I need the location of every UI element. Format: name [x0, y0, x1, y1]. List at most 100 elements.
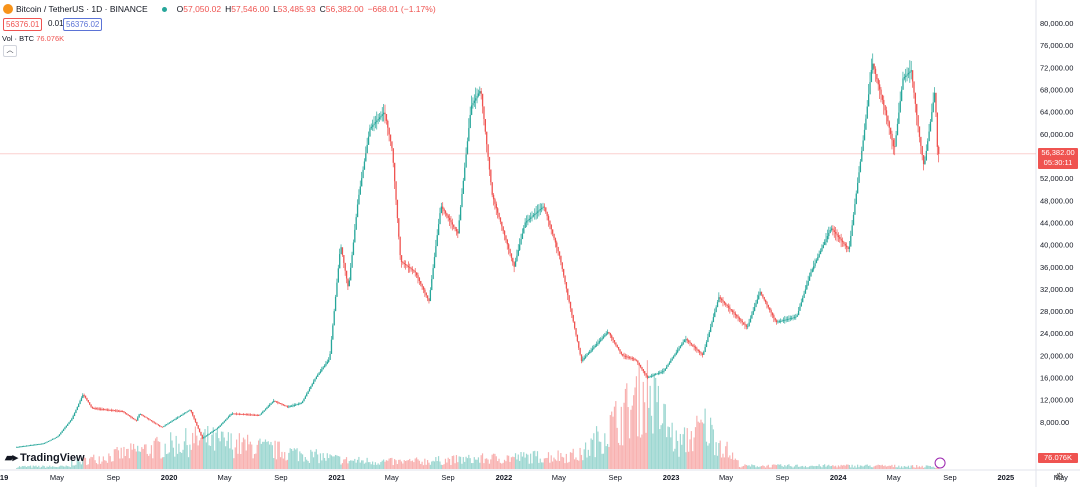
volume-bar — [715, 442, 717, 469]
volume-bar — [468, 454, 470, 469]
candle-body — [407, 266, 410, 268]
candle-body — [299, 403, 301, 405]
volume-bar — [682, 434, 684, 469]
candle-body — [308, 389, 311, 392]
volume-bar — [455, 455, 458, 469]
volume-bar — [310, 449, 312, 469]
candle-body — [90, 404, 92, 407]
volume-bar — [914, 467, 916, 469]
volume-bar — [674, 448, 676, 469]
candle-body — [624, 355, 627, 357]
candle-body — [762, 294, 764, 297]
volume-bar — [457, 462, 459, 469]
volume-bar — [532, 451, 534, 469]
volume-bar — [24, 465, 26, 469]
volume-bar — [318, 463, 320, 469]
symbol-title[interactable]: Bitcoin / TetherUS · 1D · BINANCE — [16, 4, 148, 14]
candle-body — [639, 364, 642, 367]
candle-body — [339, 254, 341, 269]
candle-body — [333, 311, 335, 326]
candle-body — [132, 417, 135, 419]
candle-body — [60, 432, 62, 435]
tradingview-logo[interactable]: ▰▸ TradingView — [5, 451, 85, 465]
volume-bar — [403, 460, 405, 469]
volume-bar — [211, 434, 213, 469]
chevron-up-icon[interactable]: ︿ — [3, 45, 17, 57]
volume-bar — [501, 463, 503, 469]
candle-body — [472, 102, 474, 106]
gear-icon[interactable]: ⚙ — [1055, 472, 1064, 483]
volume-bar — [803, 467, 805, 469]
candle-body — [137, 417, 139, 421]
volume-bar — [341, 463, 344, 469]
volume-bar — [514, 453, 517, 469]
candle-body — [484, 119, 486, 132]
candle-body — [440, 206, 443, 214]
volume-bar — [597, 431, 599, 469]
volume-bar — [483, 463, 485, 469]
volume-bar — [135, 451, 137, 469]
candle-body — [568, 295, 570, 302]
volume-bar — [49, 465, 51, 469]
candle-body — [477, 93, 480, 96]
candle-body — [369, 128, 371, 137]
candle-body — [242, 414, 245, 415]
candle-body — [76, 407, 78, 411]
candle-body — [337, 268, 339, 283]
volume-bar — [896, 467, 899, 469]
volume-bar — [170, 432, 172, 469]
candle-body — [773, 315, 775, 318]
candle-body — [200, 431, 202, 436]
volume-bar — [227, 432, 229, 469]
candle-body — [667, 364, 669, 367]
volume-bar — [796, 464, 798, 469]
volume-bar — [53, 466, 55, 469]
sell-price-button[interactable]: 56376.01 — [3, 18, 43, 31]
candle-body — [420, 280, 422, 284]
candle-body — [343, 255, 345, 263]
volume-bar — [747, 465, 749, 469]
candle-body — [859, 161, 862, 173]
candle-body — [678, 348, 680, 351]
volume-bar — [167, 453, 169, 469]
volume-bar — [259, 438, 261, 469]
candle-body — [616, 344, 618, 347]
volume-bar — [332, 456, 334, 469]
volume-bar — [400, 461, 403, 469]
candle-body — [824, 242, 826, 246]
volume-bar — [675, 430, 677, 469]
candle-body — [619, 349, 621, 352]
candle-body — [165, 424, 168, 426]
volume-bar — [624, 388, 627, 469]
buy-price-button[interactable]: 56376.02 — [63, 18, 103, 31]
candle-body — [626, 356, 628, 358]
volume-bar — [311, 451, 313, 469]
candle-body — [655, 374, 657, 376]
volume-bar — [79, 461, 81, 469]
candle-body — [105, 409, 107, 411]
volume-bar — [808, 466, 811, 469]
last-price-badge: 56,382.00 05:30:11 — [1038, 148, 1078, 169]
volume-bar — [233, 458, 235, 469]
candle-body — [464, 167, 466, 181]
volume-bar — [512, 456, 514, 469]
candle-body — [157, 424, 160, 426]
volume-bar — [87, 464, 89, 469]
volume-bar — [410, 461, 412, 469]
candle-body — [58, 434, 61, 437]
volume-bar — [448, 458, 451, 469]
volume-bar — [109, 456, 111, 469]
candle-body — [95, 408, 98, 410]
candle-body — [863, 129, 866, 141]
candle-body — [119, 410, 121, 412]
candle-body — [399, 236, 401, 256]
volume-bar — [711, 424, 713, 469]
volume-bar — [486, 458, 488, 469]
volume-bar — [571, 452, 573, 469]
candle-body — [117, 410, 120, 412]
volume-bar — [336, 455, 338, 469]
candle-body — [542, 206, 544, 208]
candle-body — [345, 270, 348, 279]
